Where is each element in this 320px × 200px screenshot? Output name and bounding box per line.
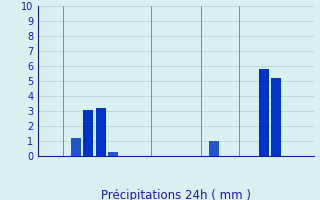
Bar bbox=[96, 108, 106, 156]
Bar bbox=[71, 138, 81, 156]
Bar bbox=[108, 152, 118, 156]
Bar bbox=[84, 110, 93, 156]
Text: Précipitations 24h ( mm ): Précipitations 24h ( mm ) bbox=[101, 189, 251, 200]
Bar bbox=[259, 69, 268, 156]
Bar bbox=[271, 78, 281, 156]
Bar bbox=[209, 141, 219, 156]
